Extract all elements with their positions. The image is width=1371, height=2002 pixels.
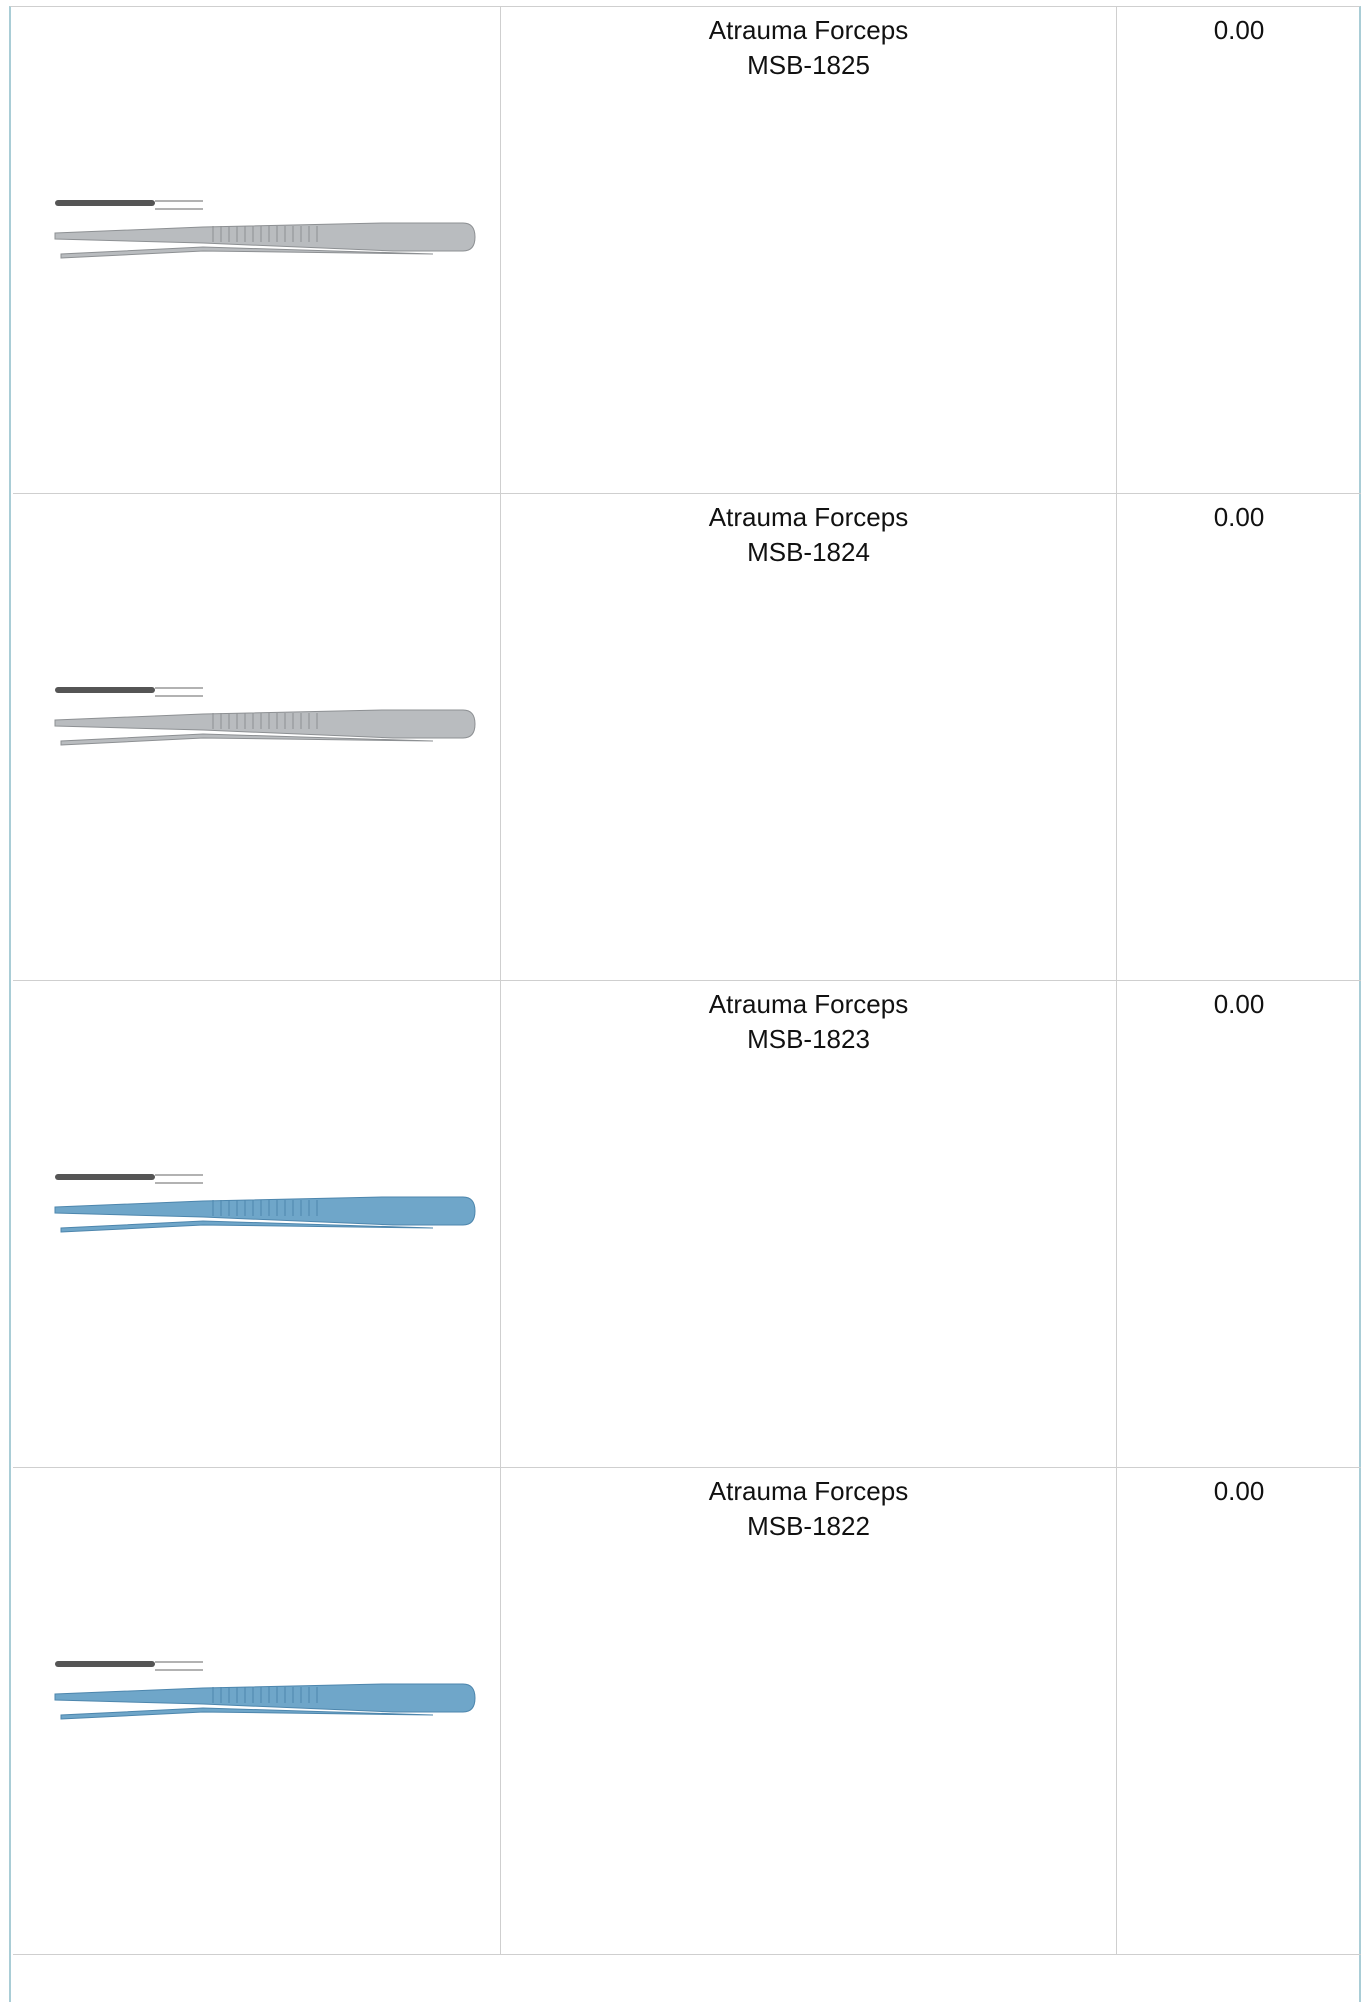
price: 0.00 — [1213, 15, 1265, 45]
price: 0.00 — [1213, 502, 1265, 532]
price: 0.00 — [1213, 1476, 1265, 1506]
table-row: Atrauma Forceps MSB-1823 0.00 — [13, 981, 1361, 1468]
description: Atrauma Forceps MSB-1825 — [501, 7, 1116, 83]
description-cell: Atrauma Forceps MSB-1823 — [501, 981, 1117, 1467]
product-code: MSB-1822 — [747, 1511, 870, 1541]
product-code: MSB-1823 — [747, 1024, 870, 1054]
product-image — [54, 1661, 476, 1720]
product-image — [54, 200, 476, 259]
price-cell: 0.00 — [1117, 494, 1361, 980]
product-name: Atrauma Forceps — [708, 15, 909, 45]
description: Atrauma Forceps MSB-1823 — [501, 981, 1116, 1057]
table-row: Atrauma Forceps MSB-1825 0.00 — [13, 7, 1361, 494]
product-name: Atrauma Forceps — [708, 989, 909, 1019]
description: Atrauma Forceps MSB-1824 — [501, 494, 1116, 570]
image-cell — [13, 7, 501, 493]
description-cell: Atrauma Forceps MSB-1825 — [501, 7, 1117, 493]
price-cell: 0.00 — [1117, 7, 1361, 493]
product-code: MSB-1825 — [747, 50, 870, 80]
table-row: Atrauma Forceps MSB-1824 0.00 — [13, 494, 1361, 981]
product-image — [54, 1174, 476, 1233]
table-row: Atrauma Forceps MSB-1822 0.00 — [13, 1468, 1361, 1955]
price-cell: 0.00 — [1117, 1468, 1361, 1954]
product-code: MSB-1824 — [747, 537, 870, 567]
description-cell: Atrauma Forceps MSB-1824 — [501, 494, 1117, 980]
product-image — [54, 687, 476, 746]
product-name: Atrauma Forceps — [708, 502, 909, 532]
description-cell: Atrauma Forceps MSB-1822 — [501, 1468, 1117, 1954]
description: Atrauma Forceps MSB-1822 — [501, 1468, 1116, 1544]
image-cell — [13, 981, 501, 1467]
image-cell — [13, 1468, 501, 1954]
price-cell: 0.00 — [1117, 981, 1361, 1467]
product-table: Atrauma Forceps MSB-1825 0.00 Atrauma Force… — [9, 6, 1361, 2002]
product-name: Atrauma Forceps — [708, 1476, 909, 1506]
image-cell — [13, 494, 501, 980]
price: 0.00 — [1213, 989, 1265, 1019]
